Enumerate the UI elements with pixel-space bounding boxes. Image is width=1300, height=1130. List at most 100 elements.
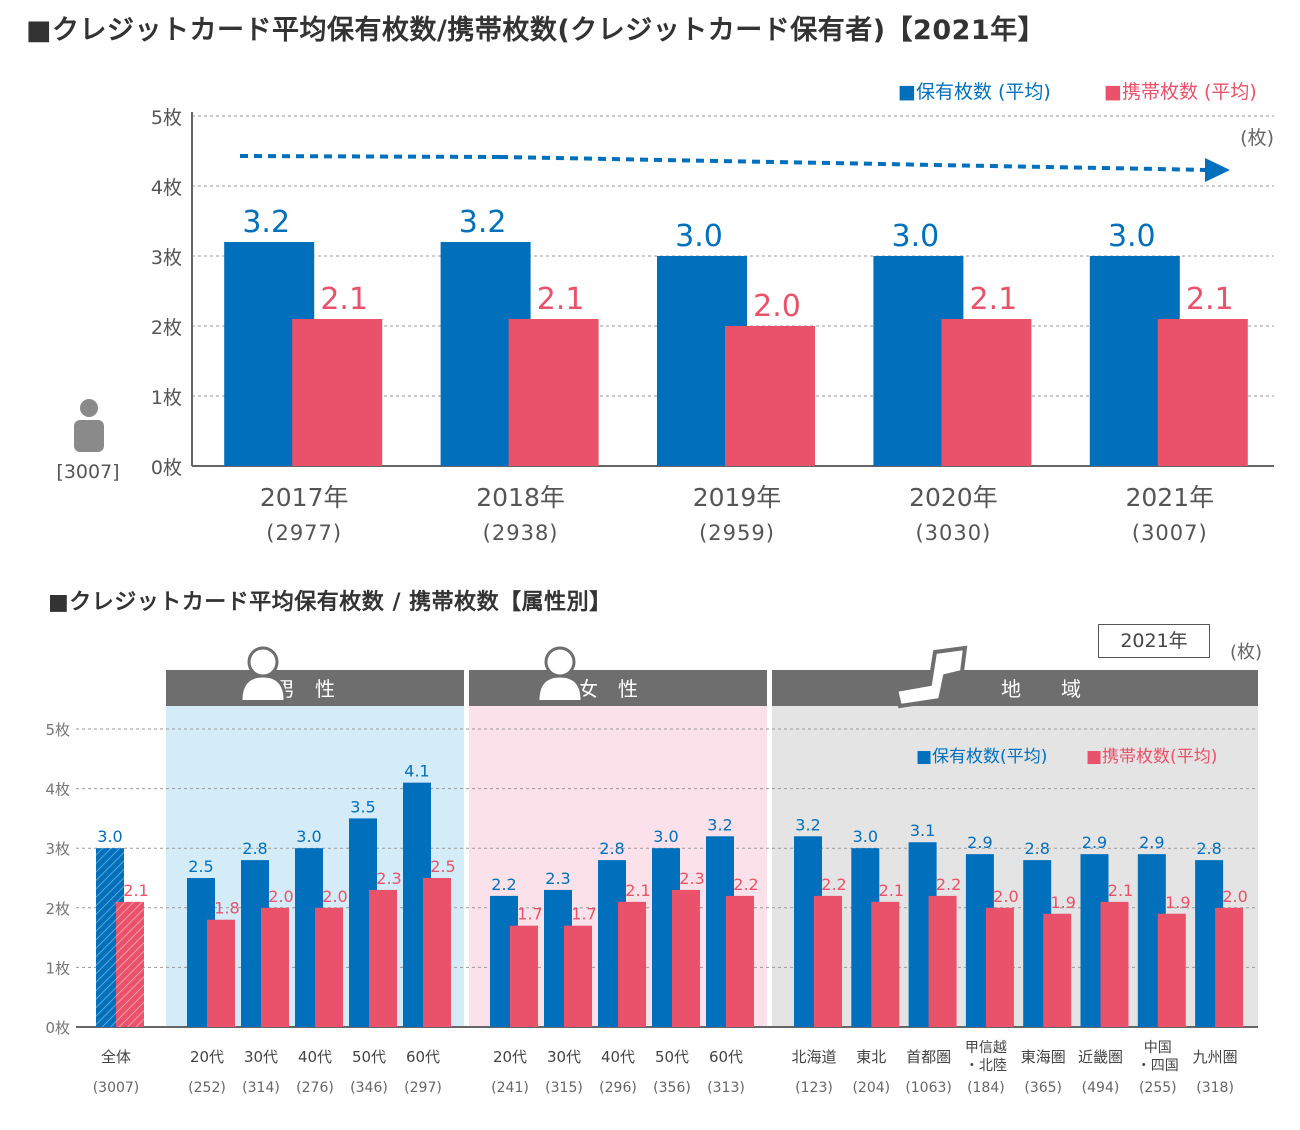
bar-carry: [814, 895, 842, 1027]
x-category-label: 60代: [406, 1048, 440, 1066]
value-label-carry: 2.1: [625, 881, 650, 900]
bar-carry: [510, 925, 538, 1027]
x-category-label: 40代: [601, 1048, 635, 1066]
value-label-carry: 2.3: [376, 869, 401, 888]
value-label-carry: 2.1: [1108, 881, 1133, 900]
x-category-label: 20代: [493, 1048, 527, 1066]
value-label-own: 2.8: [599, 839, 624, 858]
y-tick-label: 2枚: [151, 317, 182, 339]
value-label-carry: 2.1: [537, 282, 585, 317]
x-sample-size: (346): [350, 1080, 388, 1096]
value-label-carry: 1.9: [1050, 893, 1075, 912]
value-label-carry: 2.2: [936, 875, 961, 894]
bar-carry: [207, 919, 235, 1027]
x-category-label: 中国: [1144, 1040, 1172, 1056]
chart-title-attributes: ■クレジットカード平均保有枚数 / 携帯枚数【属性別】: [48, 590, 612, 615]
value-label-own: 2.9: [1082, 833, 1107, 852]
trend-arrow-line: [499, 155, 1211, 172]
person-icon-body: [74, 420, 104, 452]
bar-carry: [116, 901, 144, 1027]
value-label-carry: 2.3: [679, 869, 704, 888]
y-tick-label: 3枚: [151, 247, 182, 269]
x-sample-size: (2938): [483, 521, 559, 545]
x-category-label: 北海道: [791, 1048, 836, 1066]
person-icon-body: [536, 674, 584, 701]
bar-carry: [1157, 913, 1186, 1027]
value-label-carry: 2.2: [821, 875, 846, 894]
y-tick-label: 1枚: [151, 387, 182, 409]
bar-carry: [985, 907, 1014, 1027]
value-label-own: 3.0: [853, 827, 878, 846]
value-label-own: 2.9: [967, 833, 992, 852]
x-category-label: 近畿圏: [1078, 1048, 1123, 1066]
value-label-own: 2.2: [491, 875, 516, 894]
value-label-carry: 1.9: [1165, 893, 1190, 912]
x-sample-size: (356): [653, 1080, 691, 1096]
legend-carry: ■携帯枚数 (平均): [1104, 81, 1257, 103]
section-header-label: 女 性: [578, 677, 638, 701]
bar-carry: [618, 901, 646, 1027]
unit-label: (枚): [1230, 642, 1262, 663]
x-category-label: 20代: [190, 1048, 224, 1066]
value-label-carry: 2.0: [753, 289, 801, 324]
x-sample-size: (2959): [699, 521, 775, 545]
bar-carry: [672, 889, 700, 1027]
x-category-label: 首都圏: [906, 1048, 951, 1066]
legend-carry: ■携帯枚数(平均): [1086, 747, 1217, 767]
y-tick-label: 2枚: [45, 900, 70, 918]
bar-carry: [261, 907, 289, 1027]
bar-carry: [369, 889, 397, 1027]
x-sample-size: (365): [1024, 1080, 1062, 1096]
value-label-carry: 2.1: [879, 881, 904, 900]
x-sample-size: (1063): [905, 1080, 952, 1096]
base-label: [3007]: [56, 461, 119, 483]
bar-carry: [292, 319, 383, 466]
x-sample-size: (255): [1139, 1080, 1177, 1096]
value-label-own: 3.0: [1108, 219, 1156, 254]
bar-carry: [928, 895, 957, 1027]
yearly-bar-chart: 0枚 1枚 2枚 3枚 4枚 5枚 ■保有枚数 (平均) ■携帯枚数 (平均) (枚) [3007…: [56, 81, 1274, 545]
x-category-label: 2019年: [693, 483, 782, 512]
bar-carry: [564, 925, 592, 1027]
x-sample-size: (252): [188, 1080, 226, 1096]
x-sample-size: (315): [545, 1080, 583, 1096]
value-label-own: 3.0: [97, 827, 122, 846]
legend-own: ■保有枚数 (平均): [898, 81, 1051, 103]
x-sample-size: (318): [1196, 1080, 1234, 1096]
bar-carry: [1215, 907, 1244, 1027]
section-header-label: 地 域: [1001, 677, 1081, 701]
trend-arrow-head: [1205, 158, 1230, 182]
value-label-own: 3.2: [459, 205, 507, 240]
x-category-label: 40代: [298, 1048, 332, 1066]
x-sample-size: (296): [599, 1080, 637, 1096]
value-label-own: 3.1: [910, 821, 935, 840]
x-category-label: 30代: [244, 1048, 278, 1066]
person-icon-body: [239, 674, 287, 701]
x-sample-size: (204): [852, 1080, 890, 1096]
value-label-carry: 1.7: [517, 905, 542, 924]
value-label-carry: 2.1: [320, 282, 368, 317]
y-tick-label: 1枚: [45, 959, 70, 977]
legend-own: ■保有枚数(平均): [916, 747, 1047, 767]
person-icon: [544, 646, 576, 678]
bar-carry: [1043, 913, 1072, 1027]
x-sample-size: (2977): [266, 521, 342, 545]
x-category-label: 30代: [547, 1048, 581, 1066]
value-label-own: 3.0: [296, 827, 321, 846]
trend-arrow-line: [239, 154, 501, 159]
value-label-own: 4.1: [404, 762, 429, 781]
bar-carry: [1100, 901, 1129, 1027]
x-category-label: 2017年: [260, 483, 349, 512]
x-category-label: 全体: [101, 1048, 131, 1066]
x-sample-size: (241): [491, 1080, 529, 1096]
x-category-label: ・北陸: [965, 1058, 1007, 1074]
value-label-own: 2.8: [242, 839, 267, 858]
value-label-carry: 2.0: [1222, 887, 1247, 906]
x-category-label: 2020年: [909, 483, 998, 512]
x-sample-size: (3007): [1132, 521, 1208, 545]
bar-carry: [726, 895, 754, 1027]
x-sample-size: (276): [296, 1080, 334, 1096]
value-label-own: 2.9: [1139, 833, 1164, 852]
value-label-own: 3.2: [707, 815, 732, 834]
